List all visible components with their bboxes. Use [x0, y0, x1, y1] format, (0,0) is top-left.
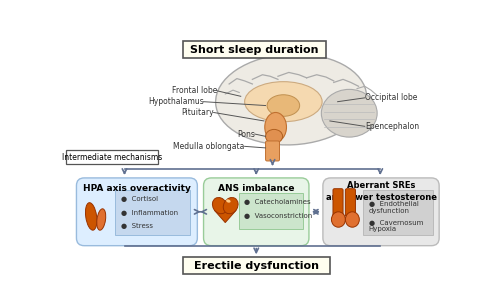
Ellipse shape [244, 82, 322, 122]
Ellipse shape [265, 112, 286, 142]
Text: ●  Cavernosum
Hypoxia: ● Cavernosum Hypoxia [368, 220, 423, 233]
Text: Medulla oblongata: Medulla oblongata [174, 142, 244, 151]
Text: Pons: Pons [237, 130, 254, 139]
FancyBboxPatch shape [266, 141, 280, 161]
Ellipse shape [267, 95, 300, 116]
Text: HPA axis overactivity: HPA axis overactivity [83, 184, 191, 193]
Text: ●  Inflammation: ● Inflammation [120, 210, 178, 216]
Text: Short sleep duration: Short sleep duration [190, 45, 318, 55]
FancyBboxPatch shape [239, 193, 303, 229]
Polygon shape [214, 210, 236, 223]
Ellipse shape [86, 203, 97, 230]
Text: ANS imbalance: ANS imbalance [218, 184, 294, 193]
Ellipse shape [322, 89, 377, 137]
Text: Erectile dysfunction: Erectile dysfunction [194, 262, 319, 271]
Ellipse shape [212, 198, 227, 214]
Ellipse shape [226, 199, 230, 203]
FancyBboxPatch shape [204, 178, 309, 246]
Ellipse shape [97, 209, 106, 230]
FancyBboxPatch shape [323, 178, 439, 246]
FancyBboxPatch shape [115, 190, 190, 235]
Text: Aberrant SREs
and lower testosterone: Aberrant SREs and lower testosterone [326, 182, 436, 202]
Text: Occipital lobe: Occipital lobe [365, 93, 417, 102]
FancyBboxPatch shape [346, 189, 356, 217]
FancyBboxPatch shape [182, 41, 326, 58]
Text: Epencephalon: Epencephalon [365, 122, 419, 131]
Text: Hypothalamus: Hypothalamus [148, 97, 204, 106]
Text: ●  Vasoconstriction: ● Vasoconstriction [244, 213, 312, 219]
Ellipse shape [216, 54, 366, 145]
FancyBboxPatch shape [76, 178, 198, 246]
Text: ●  Catecholamines: ● Catecholamines [244, 199, 310, 205]
Ellipse shape [346, 212, 360, 227]
Text: Intermediate mechanisms: Intermediate mechanisms [62, 153, 162, 162]
Text: ●  Cortisol: ● Cortisol [120, 197, 158, 202]
Ellipse shape [224, 198, 238, 214]
FancyBboxPatch shape [182, 257, 330, 274]
FancyBboxPatch shape [333, 189, 343, 217]
Text: ●  Stress: ● Stress [120, 223, 152, 229]
FancyBboxPatch shape [363, 190, 433, 235]
Text: Frontal lobe: Frontal lobe [172, 86, 218, 95]
Text: Pituitary: Pituitary [181, 108, 214, 117]
Ellipse shape [332, 212, 345, 227]
Ellipse shape [266, 130, 282, 143]
Text: ●  Endothelial
dysfunction: ● Endothelial dysfunction [368, 201, 418, 214]
FancyBboxPatch shape [66, 150, 158, 164]
